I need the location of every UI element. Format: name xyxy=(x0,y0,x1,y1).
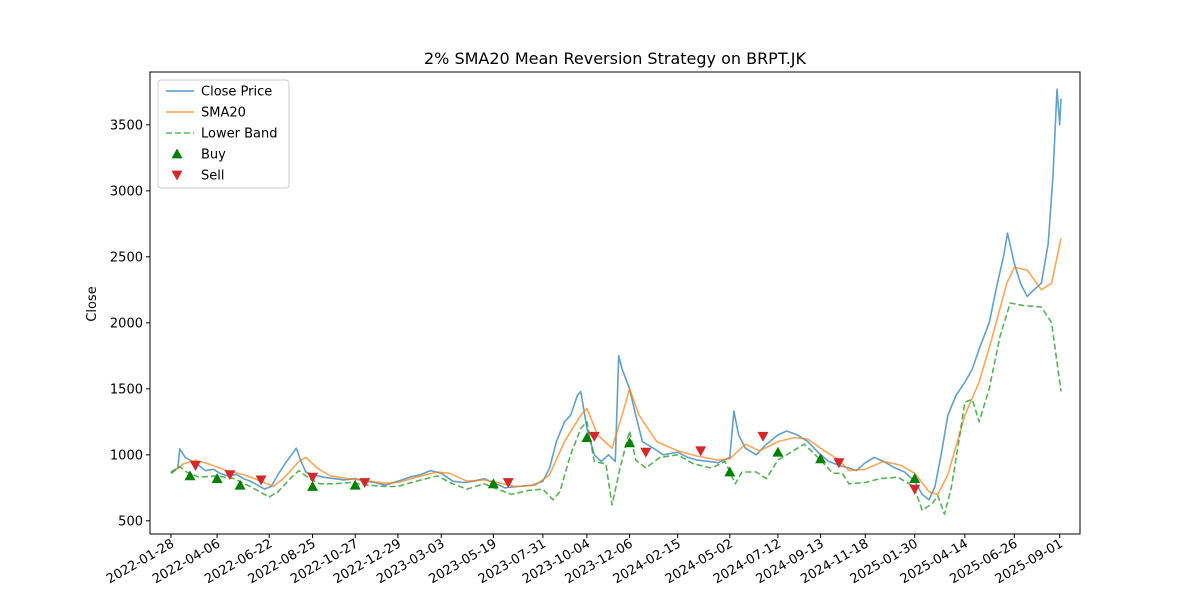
legend-label: Buy xyxy=(201,148,226,163)
series-layer xyxy=(170,88,1062,515)
sell-marker xyxy=(640,447,652,458)
y-tick-label: 2000 xyxy=(110,316,143,331)
legend-swatch xyxy=(171,148,183,159)
series-line-sma20 xyxy=(170,238,1062,496)
legend: Close Price SMA20 Lower Band Buy Sell xyxy=(157,79,290,189)
buy-marker xyxy=(184,470,196,481)
sell-marker xyxy=(189,461,201,471)
legend-box xyxy=(157,79,290,189)
legend-label: Sell xyxy=(201,169,224,184)
buy-marker xyxy=(349,479,361,490)
buy-marker xyxy=(581,432,593,442)
y-tick-label: 1000 xyxy=(110,448,143,463)
sell-marker xyxy=(359,478,371,488)
marker-layer xyxy=(184,431,921,495)
buy-marker xyxy=(487,478,499,489)
buy-marker xyxy=(307,481,319,491)
sell-marker xyxy=(909,484,921,495)
legend-label: Lower Band xyxy=(201,127,277,142)
plot-area xyxy=(170,88,1062,515)
sell-marker xyxy=(224,470,236,481)
y-tick-label: 3500 xyxy=(110,118,143,133)
series-line-lower-band xyxy=(170,302,1062,515)
legend-swatch xyxy=(171,170,183,181)
sell-marker xyxy=(833,458,845,469)
legend-label: SMA20 xyxy=(201,106,246,121)
buy-marker xyxy=(624,437,636,448)
buy-marker xyxy=(815,453,827,464)
buy-marker xyxy=(234,479,246,490)
sell-marker xyxy=(588,431,600,442)
y-tick-label: 2500 xyxy=(110,250,143,265)
y-tick-label: 1500 xyxy=(110,382,143,397)
legend-label: Close Price xyxy=(201,85,272,100)
y-tick-label: 3000 xyxy=(110,184,143,199)
buy-marker xyxy=(772,446,784,457)
series-line-close-price xyxy=(170,88,1062,501)
plot-frame xyxy=(149,71,1081,535)
y-axis-label: Close xyxy=(85,286,100,321)
x-axis: 2022-01-282022-04-062022-06-222022-08-25… xyxy=(104,534,1066,587)
buy-marker xyxy=(211,473,223,483)
y-axis: 500 1000 1500 2000 2500 3000 3500 xyxy=(110,118,150,529)
sell-marker xyxy=(502,478,514,488)
chart-title: 2% SMA20 Mean Reversion Strategy on BRPT… xyxy=(424,49,807,68)
buy-marker xyxy=(909,473,921,483)
y-tick-label: 500 xyxy=(118,514,143,529)
sell-marker xyxy=(757,431,769,442)
sell-marker xyxy=(695,446,707,457)
sell-marker xyxy=(307,472,319,483)
buy-marker xyxy=(724,466,736,477)
sell-marker xyxy=(255,475,267,486)
